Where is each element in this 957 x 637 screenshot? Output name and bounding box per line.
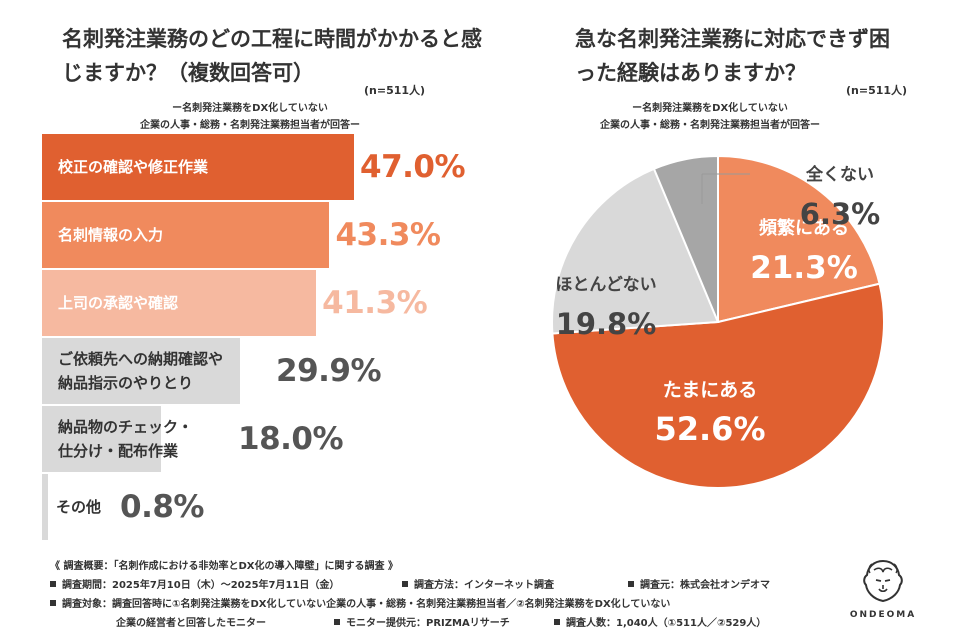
bar-row: 上司の承認や確認 41.3% — [42, 270, 482, 336]
bar — [42, 270, 317, 336]
bar-value-label: 0.8% — [120, 489, 204, 525]
survey-method: 調査方法：インターネット調査 — [414, 580, 554, 591]
bar-value-label: 41.3% — [322, 285, 428, 321]
pie-chart: 頻繁にある 21.3% たまにある 52.6% ほとんどない 19.8% 全くない 6.3% — [551, 154, 885, 489]
bar-row: 校正の確認や修正作業 47.0% — [42, 134, 482, 200]
pie-slice-label: 全くない — [805, 164, 874, 185]
bar-category-label: 上司の承認や確認 — [58, 294, 179, 312]
bar — [42, 134, 354, 200]
survey-target-line1: 調査対象：調査回答時に①名刺発注業務をDX化していない企業の人事・総務・名刺発注… — [62, 599, 671, 610]
pie-chart-sample-size: (n=511人) — [846, 84, 908, 97]
pie-slice-label: ほとんどない — [555, 275, 656, 295]
bar-value-label: 43.3% — [335, 217, 441, 253]
pie-slice-value: 19.8% — [556, 307, 657, 341]
bullet-icon — [50, 600, 56, 606]
bullet-icon — [402, 581, 408, 587]
pie-chart-title: 急な名刺発注業務に対応できず困った経験はありますか？ — [575, 27, 890, 85]
bar — [42, 474, 48, 540]
bar-chart-subtitle-line2: 企業の人事・総務・名刺発注業務担当者が回答ー — [140, 120, 360, 131]
survey-provider: モニター提供元：PRIZMAリサーチ — [346, 618, 510, 629]
survey-count: 調査人数：1,040人（①511人／②529人） — [566, 618, 767, 629]
bar-chart-title: 名刺発注業務のどの工程に時間がかかると感じますか？（複数回答可） — [62, 27, 482, 85]
bar-category-label: ご依頼先への納期確認や 納品指示のやりとり — [58, 350, 224, 392]
bullet-icon — [50, 581, 56, 587]
bullet-icon — [628, 581, 634, 587]
pie-slice-value: 6.3% — [800, 197, 880, 231]
pie-chart-subtitle-line1: ー名刺発注業務をDX化していない — [632, 103, 788, 114]
bar-row: 納品物のチェック・ 仕分け・配布作業 18.0% — [42, 406, 482, 472]
pie-slice — [551, 282, 885, 489]
survey-period: 調査期間：2025年7月10日（木）～2025年7月11日（金） — [62, 580, 340, 591]
survey-overview: 《 調査概要：「名刺作成における非効率とDX化の導入障壁」に関する調査 》 調査… — [50, 557, 870, 633]
brand-logo-text: ONDEOMA — [849, 610, 917, 620]
bar-row: 名刺情報の入力 43.3% — [42, 202, 482, 268]
pie-slice — [717, 154, 881, 324]
pie-slice-value: 21.3% — [750, 250, 858, 286]
lion-head-icon — [863, 559, 903, 603]
bar — [42, 338, 241, 404]
bar-value-label: 47.0% — [360, 149, 466, 185]
bar — [42, 406, 162, 472]
pie-slice-label: たまにある — [663, 379, 757, 401]
bar-row: ご依頼先への納期確認や 納品指示のやりとり 29.9% — [42, 338, 482, 404]
bar-category-label: 納品物のチェック・ 仕分け・配布作業 — [58, 418, 193, 460]
bar-row: その他 0.8% — [42, 474, 482, 540]
survey-target-line2: 企業の経営者と回答したモニター — [116, 618, 266, 629]
pie-slice-value: 52.6% — [654, 410, 765, 448]
bar — [42, 202, 330, 268]
bullet-icon — [334, 619, 340, 625]
bar-category-label: 名刺情報の入力 — [58, 226, 164, 244]
pie-chart-subtitle-line2: 企業の人事・総務・名刺発注業務担当者が回答ー — [600, 120, 820, 131]
survey-heading: 《 調査概要：「名刺作成における非効率とDX化の導入障壁」に関する調査 》 — [50, 561, 398, 572]
bar-value-label: 18.0% — [238, 421, 344, 457]
bar-value-label: 29.9% — [276, 353, 382, 389]
survey-source: 調査元：株式会社オンデオマ — [640, 580, 770, 591]
bullet-icon — [554, 619, 560, 625]
bar-category-label: その他 — [56, 498, 102, 516]
brand-logo: ONDEOMA — [848, 558, 918, 620]
bar-category-label: 校正の確認や修正作業 — [58, 158, 209, 176]
pie-chart-subtitle: ー名刺発注業務をDX化していない 企業の人事・総務・名刺発注業務担当者が回答ー — [565, 100, 855, 134]
bar-chart-subtitle-line1: ー名刺発注業務をDX化していない — [172, 103, 328, 114]
pie-slice — [551, 167, 720, 335]
pie-slice-label: 頻繁にある — [759, 217, 849, 239]
bar-chart-sample-size: (n=511人) — [364, 84, 426, 97]
bar-chart-subtitle: ー名刺発注業務をDX化していない 企業の人事・総務・名刺発注業務担当者が回答ー — [100, 100, 400, 134]
